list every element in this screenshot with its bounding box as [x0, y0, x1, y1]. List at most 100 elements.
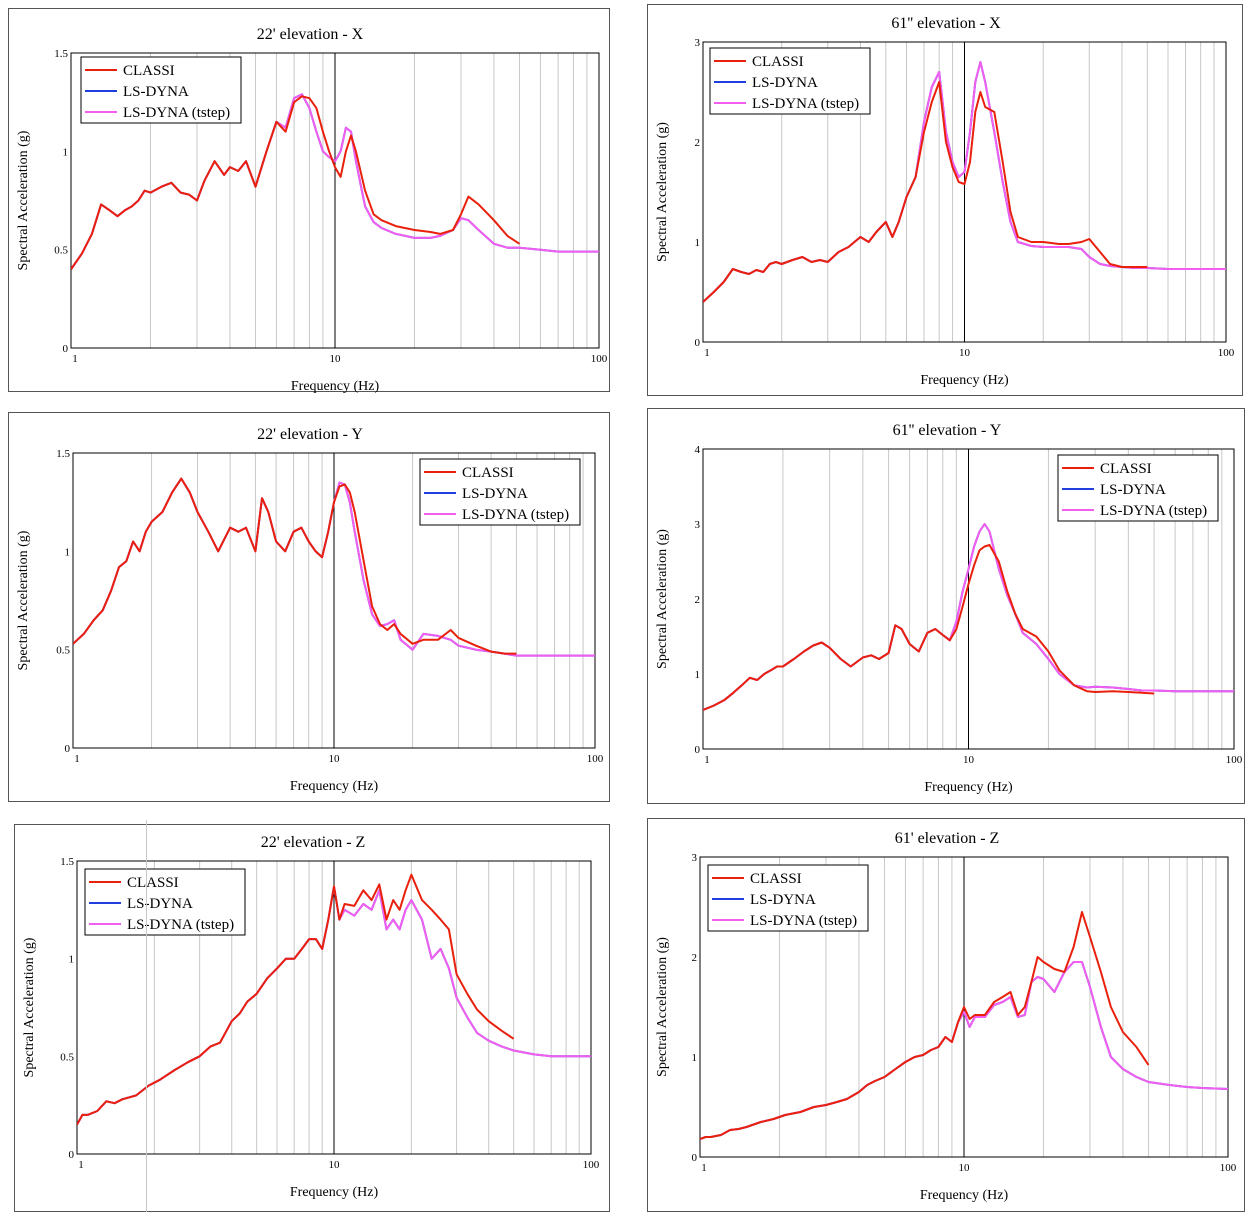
legend-label: LS-DYNA (tstep)	[750, 913, 857, 929]
x-tick-label: 100	[591, 353, 608, 365]
series-line-classi	[703, 544, 1155, 711]
y-tick-label: 1	[695, 237, 701, 249]
legend-label: CLASSI	[462, 465, 514, 481]
x-axis-label: Frequency (Hz)	[291, 379, 380, 393]
y-tick-label: 3	[695, 519, 701, 531]
legend: CLASSI LS-DYNA LS-DYNA (tstep)	[1057, 454, 1219, 522]
x-tick-label: 10	[959, 1162, 971, 1174]
series-line-classi	[703, 81, 1148, 303]
x-tick-label: 1	[704, 347, 710, 359]
y-tick-label: 1	[695, 669, 701, 681]
y-tick-label: 4	[695, 444, 701, 456]
chart-svg: 22' elevation - X 1 10 100 0 0.5 1 1.5 Frequency…	[16, 26, 608, 393]
y-tick-label: 1	[63, 146, 69, 158]
series-group	[73, 477, 595, 657]
legend-label: LS-DYNA (tstep)	[1100, 503, 1207, 519]
chart-title: 61'' elevation - Y	[893, 422, 1002, 439]
x-tick-label: 100	[1226, 754, 1243, 766]
y-tick-label: 2	[695, 137, 701, 149]
x-tick-label: 10	[959, 347, 971, 359]
legend-label: CLASSI	[1100, 461, 1152, 477]
y-tick-label: 1	[692, 1052, 698, 1064]
chart-title: 61' elevation - Z	[895, 830, 1000, 847]
legend-label: LS-DYNA (tstep)	[127, 917, 234, 933]
series-line-classi	[77, 873, 515, 1126]
y-axis-label: Spectral Acceleration (g)	[22, 937, 37, 1077]
chart-title: 61'' elevation - X	[891, 15, 1001, 32]
chart-panel-22ft-y: 22' elevation - Y 1 10 100 0 0.5 1 1.5 Frequency…	[8, 412, 610, 802]
y-tick-label: 1.5	[54, 48, 68, 60]
x-axis-label: Frequency (Hz)	[924, 780, 1013, 795]
y-tick-label: 3	[692, 852, 698, 864]
legend-label: LS-DYNA (tstep)	[462, 507, 569, 523]
legend: CLASSI LS-DYNA LS-DYNA (tstep)	[707, 864, 869, 932]
series-group	[703, 523, 1234, 711]
series-group	[71, 93, 599, 270]
legend-label: LS-DYNA	[462, 486, 528, 502]
chart-panel-22ft-z: 22' elevation - Z 1 10 100 0 0.5 1 1.5 Frequency…	[14, 824, 610, 1212]
series-group	[703, 61, 1226, 303]
y-tick-label: 1.5	[56, 448, 70, 460]
legend-label: CLASSI	[752, 54, 804, 70]
x-tick-label: 1	[78, 1159, 84, 1171]
y-axis-label: Spectral Acceleration (g)	[16, 530, 31, 670]
legend-label: LS-DYNA	[752, 75, 818, 91]
x-tick-label: 100	[1220, 1162, 1237, 1174]
x-tick-label: 10	[330, 353, 342, 365]
series-line-classi	[71, 95, 521, 270]
x-tick-label: 10	[329, 1159, 341, 1171]
series-group	[700, 911, 1228, 1140]
y-axis-label: Spectral Acceleration (g)	[655, 937, 670, 1077]
legend-label: LS-DYNA	[1100, 482, 1166, 498]
chart-svg: 22' elevation - Z 1 10 100 0 0.5 1 1.5 Frequency…	[22, 834, 600, 1200]
y-tick-label: 0	[69, 1149, 75, 1161]
grid	[151, 453, 584, 748]
series-line-classi	[73, 477, 517, 655]
chart-panel-61ft-x: 61'' elevation - X 1 10 100 0 1 2 3 Frequency (H…	[647, 4, 1243, 396]
legend-label: CLASSI	[123, 63, 175, 79]
y-tick-label: 3	[695, 37, 701, 49]
legend: CLASSI LS-DYNA LS-DYNA (tstep)	[84, 868, 246, 936]
y-tick-label: 0	[695, 337, 701, 349]
x-tick-label: 1	[701, 1162, 707, 1174]
y-tick-label: 0	[692, 1152, 698, 1164]
legend: CLASSI LS-DYNA LS-DYNA (tstep)	[80, 56, 242, 124]
plot-frame	[699, 856, 1229, 1158]
legend-label: CLASSI	[750, 871, 802, 887]
chart-panel-61ft-y: 61'' elevation - Y 1 10 100 0 1 2 3 4 Frequency (…	[647, 408, 1245, 804]
legend-label: LS-DYNA (tstep)	[123, 105, 230, 121]
x-tick-label: 1	[72, 353, 78, 365]
legend-label: CLASSI	[127, 875, 179, 891]
plot-frame	[702, 448, 1235, 750]
y-tick-label: 0.5	[60, 1051, 74, 1063]
plot-frame	[76, 860, 592, 1155]
x-tick-label: 1	[704, 754, 710, 766]
series-group	[77, 873, 591, 1126]
y-tick-label: 2	[692, 952, 698, 964]
legend-label: LS-DYNA	[123, 84, 189, 100]
y-tick-label: 0.5	[54, 245, 68, 257]
y-tick-label: 1.5	[60, 856, 74, 868]
legend: CLASSI LS-DYNA LS-DYNA (tstep)	[419, 458, 581, 526]
chart-panel-61ft-z: 61' elevation - Z 1 10 100 0 1 2 3 Frequency (Hz…	[647, 818, 1245, 1212]
y-tick-label: 2	[695, 594, 701, 606]
y-axis-label: Spectral Acceleration (g)	[655, 122, 670, 262]
y-tick-label: 1	[69, 954, 75, 966]
legend-label: LS-DYNA	[127, 896, 193, 912]
x-tick-label: 100	[587, 753, 604, 765]
x-axis-label: Frequency (Hz)	[290, 779, 379, 794]
legend: CLASSI LS-DYNA LS-DYNA (tstep)	[709, 47, 871, 115]
chart-title: 22' elevation - X	[257, 26, 364, 43]
divider-artifact	[146, 820, 147, 1212]
y-tick-label: 0	[63, 343, 69, 355]
plot-frame	[702, 41, 1227, 343]
plot-frame	[72, 452, 596, 749]
x-axis-label: Frequency (Hz)	[920, 1188, 1009, 1203]
x-tick-label: 10	[963, 754, 975, 766]
x-axis-label: Frequency (Hz)	[920, 373, 1009, 388]
chart-title: 22' elevation - Y	[257, 426, 363, 443]
legend-label: LS-DYNA (tstep)	[752, 96, 859, 112]
series-line-classi	[700, 911, 1150, 1140]
plot-frame	[70, 52, 600, 349]
